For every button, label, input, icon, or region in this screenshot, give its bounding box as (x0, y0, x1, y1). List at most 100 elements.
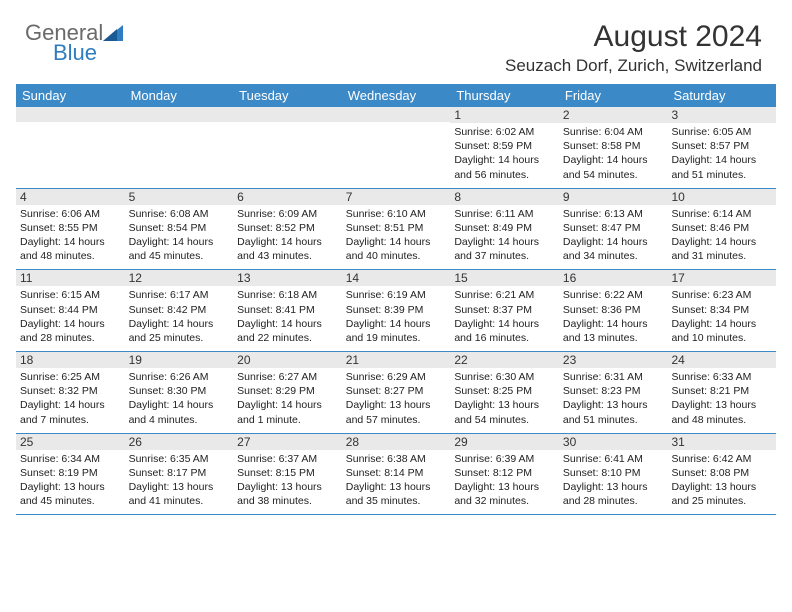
day-number: 29 (450, 434, 559, 450)
day-cell: 17 Sunrise: 6:23 AMSunset: 8:34 PMDayligh… (667, 270, 776, 351)
sun-info: Sunrise: 6:26 AMSunset: 8:30 PMDaylight:… (129, 370, 230, 427)
sun-info: Sunrise: 6:11 AMSunset: 8:49 PMDaylight:… (454, 207, 555, 264)
day-number: 26 (125, 434, 234, 450)
sun-info: Sunrise: 6:38 AMSunset: 8:14 PMDaylight:… (346, 452, 447, 509)
day-header-cell: Monday (125, 84, 234, 107)
week-row: 25Sunrise: 6:34 AMSunset: 8:19 PMDayligh… (16, 434, 776, 516)
logo: General Blue (25, 20, 103, 46)
month-title: August 2024 (505, 20, 762, 54)
day-number: 15 (450, 270, 559, 286)
sun-info: Sunrise: 6:27 AMSunset: 8:29 PMDaylight:… (237, 370, 338, 427)
sun-info: Sunrise: 6:35 AMSunset: 8:17 PMDaylight:… (129, 452, 230, 509)
day-header-cell: Sunday (16, 84, 125, 107)
week-row: 4 Sunrise: 6:06 AMSunset: 8:55 PMDaylight… (16, 189, 776, 271)
day-cell: 3 Sunrise: 6:05 AMSunset: 8:57 PMDaylight… (667, 107, 776, 188)
day-cell: 30 Sunrise: 6:41 AMSunset: 8:10 PMDayligh… (559, 434, 668, 515)
day-cell: 24 Sunrise: 6:33 AMSunset: 8:21 PMDayligh… (667, 352, 776, 433)
day-number (342, 107, 451, 122)
day-header-row: SundayMondayTuesdayWednesdayThursdayFrid… (16, 84, 776, 107)
day-number: 28 (342, 434, 451, 450)
day-cell: 26 Sunrise: 6:35 AMSunset: 8:17 PMDayligh… (125, 434, 234, 515)
day-number: 3 (667, 107, 776, 123)
sun-info: Sunrise: 6:08 AMSunset: 8:54 PMDaylight:… (129, 207, 230, 264)
location: Seuzach Dorf, Zurich, Switzerland (505, 56, 762, 76)
day-number: 6 (233, 189, 342, 205)
day-cell: 25Sunrise: 6:34 AMSunset: 8:19 PMDayligh… (16, 434, 125, 515)
sun-info: Sunrise: 6:10 AMSunset: 8:51 PMDaylight:… (346, 207, 447, 264)
day-header-cell: Tuesday (233, 84, 342, 107)
day-cell: 13 Sunrise: 6:18 AMSunset: 8:41 PMDayligh… (233, 270, 342, 351)
day-cell (233, 107, 342, 188)
day-header-cell: Saturday (667, 84, 776, 107)
sun-info: Sunrise: 6:05 AMSunset: 8:57 PMDaylight:… (671, 125, 772, 182)
day-header-cell: Thursday (450, 84, 559, 107)
day-number: 8 (450, 189, 559, 205)
day-cell: 15 Sunrise: 6:21 AMSunset: 8:37 PMDayligh… (450, 270, 559, 351)
day-number: 13 (233, 270, 342, 286)
sun-info: Sunrise: 6:19 AMSunset: 8:39 PMDaylight:… (346, 288, 447, 345)
sun-info: Sunrise: 6:42 AMSunset: 8:08 PMDaylight:… (671, 452, 772, 509)
day-cell: 27Sunrise: 6:37 AMSunset: 8:15 PMDayligh… (233, 434, 342, 515)
day-cell: 19 Sunrise: 6:26 AMSunset: 8:30 PMDayligh… (125, 352, 234, 433)
day-cell: 5 Sunrise: 6:08 AMSunset: 8:54 PMDaylight… (125, 189, 234, 270)
day-cell: 16 Sunrise: 6:22 AMSunset: 8:36 PMDayligh… (559, 270, 668, 351)
day-number: 10 (667, 189, 776, 205)
day-number: 30 (559, 434, 668, 450)
day-cell: 20Sunrise: 6:27 AMSunset: 8:29 PMDayligh… (233, 352, 342, 433)
day-cell: 29 Sunrise: 6:39 AMSunset: 8:12 PMDayligh… (450, 434, 559, 515)
sun-info: Sunrise: 6:37 AMSunset: 8:15 PMDaylight:… (237, 452, 338, 509)
day-number: 17 (667, 270, 776, 286)
logo-word-blue: Blue (53, 40, 97, 66)
logo-triangle-icon (103, 25, 123, 41)
day-number: 16 (559, 270, 668, 286)
day-cell: 8 Sunrise: 6:11 AMSunset: 8:49 PMDaylight… (450, 189, 559, 270)
day-cell: 2 Sunrise: 6:04 AMSunset: 8:58 PMDaylight… (559, 107, 668, 188)
sun-info: Sunrise: 6:39 AMSunset: 8:12 PMDaylight:… (454, 452, 555, 509)
sun-info: Sunrise: 6:21 AMSunset: 8:37 PMDaylight:… (454, 288, 555, 345)
day-cell: 11Sunrise: 6:15 AMSunset: 8:44 PMDayligh… (16, 270, 125, 351)
sun-info: Sunrise: 6:22 AMSunset: 8:36 PMDaylight:… (563, 288, 664, 345)
day-cell: 14 Sunrise: 6:19 AMSunset: 8:39 PMDayligh… (342, 270, 451, 351)
day-cell: 23Sunrise: 6:31 AMSunset: 8:23 PMDayligh… (559, 352, 668, 433)
day-cell: 4 Sunrise: 6:06 AMSunset: 8:55 PMDaylight… (16, 189, 125, 270)
sun-info: Sunrise: 6:17 AMSunset: 8:42 PMDaylight:… (129, 288, 230, 345)
day-cell: 18Sunrise: 6:25 AMSunset: 8:32 PMDayligh… (16, 352, 125, 433)
week-row: 11Sunrise: 6:15 AMSunset: 8:44 PMDayligh… (16, 270, 776, 352)
sun-info: Sunrise: 6:13 AMSunset: 8:47 PMDaylight:… (563, 207, 664, 264)
calendar: SundayMondayTuesdayWednesdayThursdayFrid… (16, 84, 776, 515)
day-number: 11 (16, 270, 125, 286)
day-number (125, 107, 234, 122)
day-number: 24 (667, 352, 776, 368)
sun-info: Sunrise: 6:41 AMSunset: 8:10 PMDaylight:… (563, 452, 664, 509)
day-number: 14 (342, 270, 451, 286)
day-cell: 10Sunrise: 6:14 AMSunset: 8:46 PMDayligh… (667, 189, 776, 270)
day-header-cell: Friday (559, 84, 668, 107)
sun-info: Sunrise: 6:29 AMSunset: 8:27 PMDaylight:… (346, 370, 447, 427)
day-number: 7 (342, 189, 451, 205)
sun-info: Sunrise: 6:04 AMSunset: 8:58 PMDaylight:… (563, 125, 664, 182)
day-number: 4 (16, 189, 125, 205)
sun-info: Sunrise: 6:02 AMSunset: 8:59 PMDaylight:… (454, 125, 555, 182)
sun-info: Sunrise: 6:09 AMSunset: 8:52 PMDaylight:… (237, 207, 338, 264)
day-number: 5 (125, 189, 234, 205)
day-cell (16, 107, 125, 188)
day-number (233, 107, 342, 122)
day-number: 19 (125, 352, 234, 368)
day-cell: 1Sunrise: 6:02 AMSunset: 8:59 PMDaylight… (450, 107, 559, 188)
day-number: 2 (559, 107, 668, 123)
day-number (16, 107, 125, 122)
day-cell: 21Sunrise: 6:29 AMSunset: 8:27 PMDayligh… (342, 352, 451, 433)
day-cell: 9Sunrise: 6:13 AMSunset: 8:47 PMDaylight… (559, 189, 668, 270)
day-cell: 31Sunrise: 6:42 AMSunset: 8:08 PMDayligh… (667, 434, 776, 515)
sun-info: Sunrise: 6:31 AMSunset: 8:23 PMDaylight:… (563, 370, 664, 427)
day-cell: 12 Sunrise: 6:17 AMSunset: 8:42 PMDayligh… (125, 270, 234, 351)
week-row: 1Sunrise: 6:02 AMSunset: 8:59 PMDaylight… (16, 107, 776, 189)
sun-info: Sunrise: 6:23 AMSunset: 8:34 PMDaylight:… (671, 288, 772, 345)
day-cell: 7 Sunrise: 6:10 AMSunset: 8:51 PMDaylight… (342, 189, 451, 270)
day-number: 12 (125, 270, 234, 286)
sun-info: Sunrise: 6:33 AMSunset: 8:21 PMDaylight:… (671, 370, 772, 427)
sun-info: Sunrise: 6:18 AMSunset: 8:41 PMDaylight:… (237, 288, 338, 345)
day-cell (342, 107, 451, 188)
day-cell: 28 Sunrise: 6:38 AMSunset: 8:14 PMDayligh… (342, 434, 451, 515)
sun-info: Sunrise: 6:06 AMSunset: 8:55 PMDaylight:… (20, 207, 121, 264)
